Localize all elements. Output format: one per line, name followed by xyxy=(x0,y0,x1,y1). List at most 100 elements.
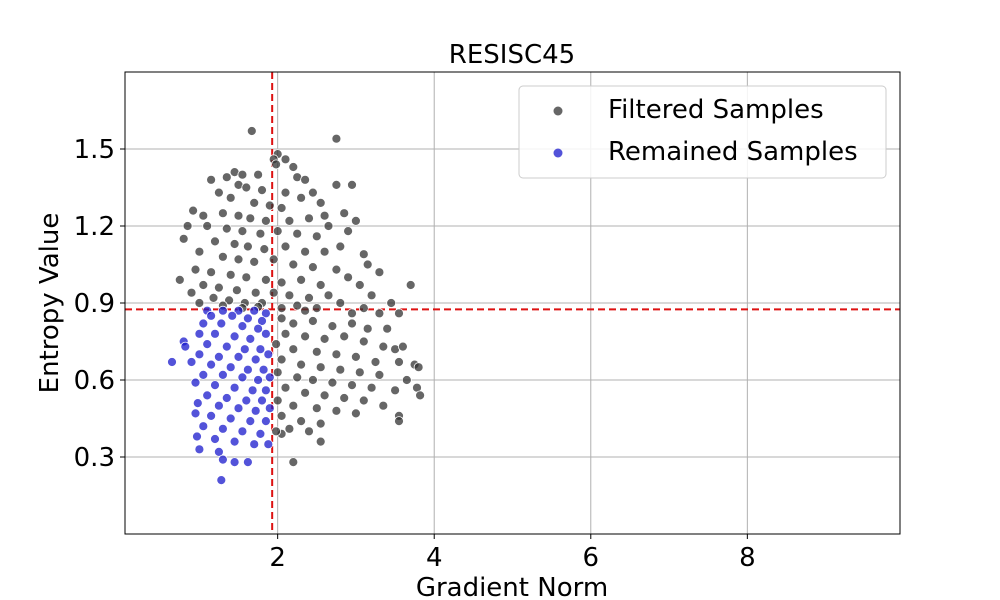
remained-sample-point xyxy=(237,426,248,437)
filtered-sample-point xyxy=(307,316,318,326)
remained-sample-point xyxy=(221,393,232,403)
remained-sample-point xyxy=(194,444,205,455)
filtered-sample-point xyxy=(288,344,299,355)
filtered-sample-point xyxy=(292,372,303,383)
filtered-sample-point xyxy=(319,390,330,401)
remained-sample-point xyxy=(247,385,258,396)
filtered-sample-point xyxy=(225,269,236,280)
remained-sample-point xyxy=(213,400,224,411)
x-axis-label: Gradient Norm xyxy=(416,573,608,600)
filtered-sample-point xyxy=(354,280,365,290)
filtered-sample-point xyxy=(202,221,213,231)
filtered-sample-point xyxy=(268,254,279,265)
legend-marker-remained xyxy=(553,148,563,158)
filtered-sample-point xyxy=(217,208,228,219)
filtered-sample-point xyxy=(319,333,330,344)
filtered-sample-point xyxy=(339,331,350,342)
filtered-sample-point xyxy=(339,393,350,403)
filtered-sample-point xyxy=(358,395,369,406)
remained-sample-point xyxy=(198,369,209,380)
filtered-sample-point xyxy=(182,221,193,231)
filtered-sample-point xyxy=(327,377,338,388)
filtered-sample-point xyxy=(366,382,377,393)
remained-sample-point xyxy=(263,439,274,450)
remained-sample-point xyxy=(221,341,232,352)
remained-sample-point xyxy=(241,395,252,406)
filtered-sample-point xyxy=(292,228,303,239)
filtered-sample-point xyxy=(304,213,314,224)
filtered-sample-point xyxy=(307,375,318,385)
remained-sample-point xyxy=(260,328,271,339)
filtered-sample-point xyxy=(335,241,346,252)
filtered-sample-point xyxy=(253,169,264,180)
filtered-sample-point xyxy=(331,179,342,190)
filtered-sample-point xyxy=(272,395,283,406)
filtered-sample-point xyxy=(300,387,311,398)
remained-sample-point xyxy=(194,328,205,339)
remained-sample-point xyxy=(225,413,236,424)
remained-sample-point xyxy=(258,364,269,375)
remained-sample-point xyxy=(233,351,244,362)
filtered-sample-point xyxy=(280,328,291,339)
filtered-sample-point xyxy=(335,298,346,308)
filtered-sample-point xyxy=(304,292,314,303)
remained-sample-point xyxy=(210,380,220,391)
filtered-sample-point xyxy=(397,341,408,352)
filtered-sample-point xyxy=(327,321,338,332)
remained-sample-point xyxy=(245,416,256,427)
filtered-sample-point xyxy=(276,303,287,314)
filtered-sample-point xyxy=(296,416,307,427)
remained-sample-point xyxy=(237,321,248,332)
remained-sample-point xyxy=(216,318,227,329)
remained-sample-point xyxy=(206,310,217,321)
remained-sample-point xyxy=(213,351,224,362)
filtered-sample-point xyxy=(343,226,354,237)
remained-sample-point xyxy=(210,328,220,339)
filtered-sample-point xyxy=(335,364,346,375)
filtered-sample-point xyxy=(260,274,271,285)
filtered-sample-point xyxy=(210,236,220,247)
filtered-sample-point xyxy=(323,290,334,301)
filtered-sample-point xyxy=(366,290,377,301)
filtered-sample-point xyxy=(271,159,282,170)
filtered-sample-point xyxy=(413,362,424,373)
remained-sample-point xyxy=(233,403,244,414)
remained-sample-point xyxy=(217,305,228,316)
remained-sample-point xyxy=(229,382,240,393)
filtered-sample-point xyxy=(231,285,242,296)
filtered-sample-point xyxy=(288,162,299,172)
remained-sample-point xyxy=(253,323,264,334)
filtered-sample-point xyxy=(288,457,299,468)
filtered-sample-point xyxy=(350,351,361,362)
remained-sample-point xyxy=(260,416,271,427)
filtered-sample-point xyxy=(198,280,209,290)
filtered-sample-point xyxy=(370,357,381,367)
y-tick-label: 0.3 xyxy=(74,443,115,473)
legend: Filtered Samples Remained Samples xyxy=(518,85,887,179)
filtered-sample-point xyxy=(174,274,185,285)
remained-sample-point xyxy=(229,331,240,342)
remained-sample-point xyxy=(213,446,224,457)
remained-sample-point xyxy=(198,318,209,329)
filtered-sample-point xyxy=(331,405,342,416)
filtered-sample-point xyxy=(284,215,295,226)
filtered-sample-point xyxy=(276,203,287,213)
filtered-sample-point xyxy=(331,264,342,275)
remained-sample-point xyxy=(225,362,236,373)
remained-sample-point xyxy=(260,385,271,396)
filtered-sample-point xyxy=(315,436,326,447)
filtered-sample-point xyxy=(264,200,275,211)
x-tick-label: 8 xyxy=(739,543,756,573)
remained-sample-point xyxy=(260,308,271,319)
filtered-sample-point xyxy=(374,308,385,319)
filtered-sample-point xyxy=(311,303,322,314)
filtered-sample-point xyxy=(358,303,369,314)
remained-sample-point xyxy=(250,405,261,416)
filtered-sample-point xyxy=(276,313,287,324)
filtered-sample-point xyxy=(378,400,389,411)
filtered-sample-point xyxy=(374,369,385,380)
filtered-sample-point xyxy=(394,308,404,319)
filtered-sample-point xyxy=(284,423,295,434)
filtered-sample-point xyxy=(229,239,240,249)
filtered-sample-point xyxy=(390,385,401,396)
